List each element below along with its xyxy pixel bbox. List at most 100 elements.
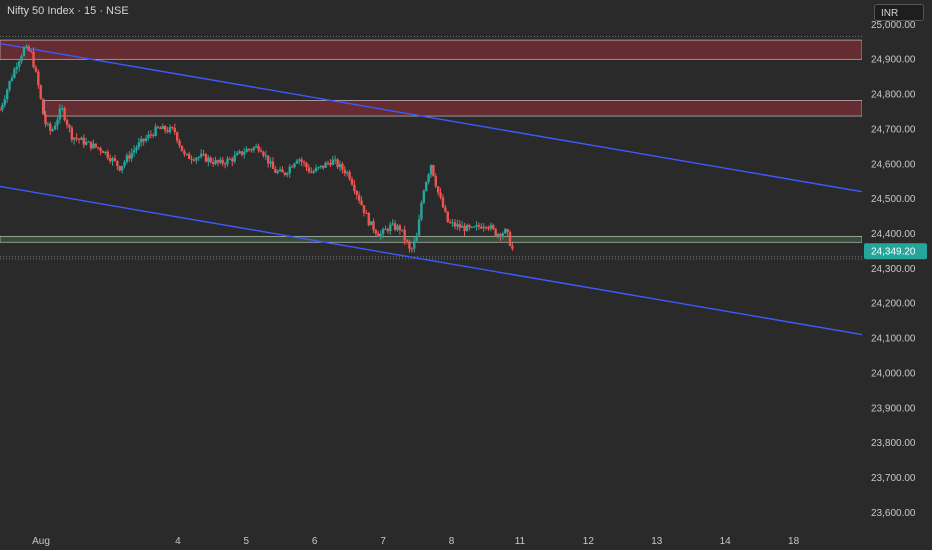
price-zones (0, 36, 863, 260)
candle-body (484, 226, 488, 228)
candle-body (149, 134, 153, 136)
candle-body (29, 50, 33, 52)
candle-body (123, 161, 126, 166)
candle-body (357, 194, 361, 201)
currency-selector[interactable]: INR (874, 4, 924, 21)
candle-body (187, 153, 191, 159)
candle-body (499, 233, 502, 237)
candle-body (381, 228, 385, 234)
candle-body (192, 159, 196, 161)
candle-body (274, 169, 277, 173)
candle-body (501, 233, 505, 237)
candle-body (336, 159, 339, 168)
candle-body (238, 151, 241, 153)
candle-body (451, 222, 454, 224)
candle-body (264, 155, 267, 157)
candle-body (178, 140, 181, 146)
x-tick-label: 5 (244, 536, 250, 547)
candle-body (197, 156, 200, 159)
candle-body (219, 159, 222, 163)
y-tick-label: 23,800.00 (871, 438, 916, 449)
candle-body (214, 160, 217, 165)
x-tick-label: 13 (651, 536, 663, 547)
candle-body (190, 158, 193, 160)
x-axis[interactable]: Aug 4 5 6 7 8 11 12 13 14 18 (0, 528, 932, 550)
candle-body (185, 153, 188, 155)
candle-body (441, 197, 445, 208)
candle-body (5, 89, 9, 100)
y-axis[interactable]: 25,000.00 24,900.00 24,800.00 24,700.00 24,6… (862, 0, 932, 550)
candle-body (108, 158, 112, 162)
candle-body (271, 161, 275, 170)
candle-body (233, 155, 236, 162)
candle-body (247, 148, 251, 150)
candle-body (0, 109, 2, 111)
candle-body (44, 114, 47, 125)
candle-body (32, 51, 35, 68)
candle-body (156, 126, 160, 128)
candle-body (92, 143, 95, 149)
candle-body (137, 142, 141, 148)
candle-body (96, 147, 100, 149)
candle-body (427, 174, 430, 183)
candle-body (367, 212, 370, 226)
x-tick-label: 7 (380, 536, 386, 547)
candle-body (415, 235, 418, 242)
candle-body (401, 229, 404, 231)
trendline (0, 42, 863, 193)
candle-body (231, 158, 234, 162)
candle-body (106, 151, 109, 159)
candle-body (305, 162, 308, 168)
candle-body (288, 166, 291, 174)
support-zone (0, 235, 863, 243)
candle-body (180, 145, 184, 152)
candle-body (460, 225, 464, 228)
candle-body (202, 153, 205, 155)
candle-body (269, 161, 272, 164)
candle-body (348, 172, 351, 180)
candle-body (266, 155, 270, 164)
candle-body (70, 127, 74, 140)
candle-body (417, 219, 421, 236)
candle-body (80, 137, 83, 140)
candle-body (262, 152, 265, 156)
candle-body (223, 163, 227, 165)
candle-body (463, 225, 466, 232)
candle-body (142, 138, 145, 142)
chart-title: Nifty 50 Index · 15 · NSE (7, 5, 129, 17)
candle-body (453, 222, 457, 227)
candle-body (154, 126, 157, 136)
y-axis-background (862, 0, 932, 550)
candle-body (396, 225, 399, 230)
candle-body (207, 157, 210, 162)
candle-body (175, 132, 179, 141)
candle-body (144, 138, 148, 142)
x-tick-label: 8 (449, 536, 455, 547)
candle-body (398, 225, 402, 231)
y-tick-label: 23,600.00 (871, 508, 916, 519)
candle-body (345, 172, 349, 174)
candle-body (226, 158, 229, 165)
candle-body (353, 184, 356, 192)
candle-body (465, 225, 469, 232)
candle-body (425, 182, 428, 191)
candle-body (56, 119, 59, 126)
candle-body (338, 163, 342, 168)
candle-body (10, 77, 14, 81)
candle-body (446, 211, 449, 223)
candle-body (113, 158, 117, 161)
candle-body (494, 228, 497, 237)
candle-body (147, 134, 150, 139)
candle-body (393, 223, 397, 230)
x-tick-label: 12 (583, 536, 595, 547)
candle-body (290, 166, 294, 168)
candle-body (472, 226, 476, 228)
candle-body (89, 141, 93, 149)
candle-body (61, 108, 64, 110)
candle-body (85, 141, 88, 145)
candle-body (329, 162, 332, 165)
x-axis-background (0, 528, 932, 550)
y-tick-label: 23,700.00 (871, 473, 916, 484)
x-tick-label: 14 (720, 536, 732, 547)
